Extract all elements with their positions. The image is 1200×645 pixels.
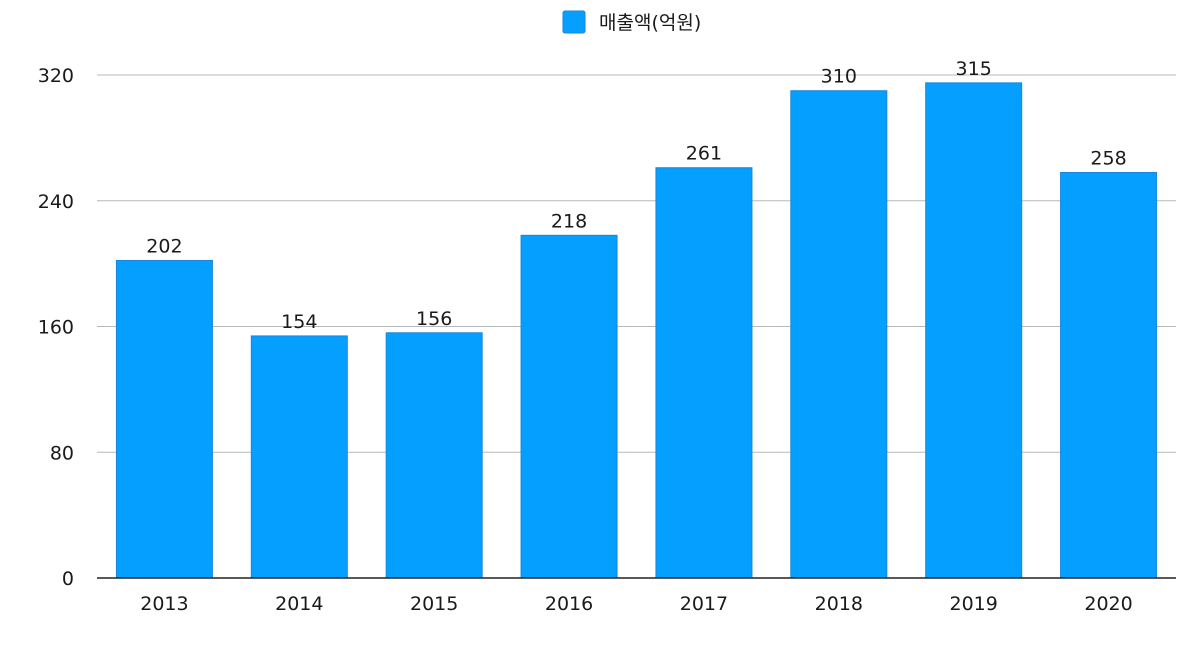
y-axis-ticks: 0 80 160 240 320 bbox=[38, 65, 74, 590]
bar bbox=[1060, 171, 1158, 579]
x-tick-label: 2014 bbox=[275, 593, 323, 615]
bars bbox=[115, 82, 1158, 579]
x-tick-label: 2018 bbox=[815, 593, 863, 615]
bar bbox=[655, 167, 753, 579]
y-tick-label: 0 bbox=[62, 568, 74, 590]
y-tick-label: 160 bbox=[38, 317, 74, 339]
y-tick-label: 240 bbox=[38, 191, 74, 213]
bar bbox=[385, 332, 483, 579]
y-tick-label: 320 bbox=[38, 65, 74, 87]
x-tick-label: 2015 bbox=[410, 593, 458, 615]
data-label: 310 bbox=[821, 66, 857, 88]
x-tick-label: 2020 bbox=[1084, 593, 1132, 615]
x-tick-label: 2013 bbox=[140, 593, 188, 615]
y-tick-label: 80 bbox=[50, 442, 74, 464]
bar bbox=[115, 259, 213, 579]
bar bbox=[250, 335, 348, 579]
legend-swatch bbox=[562, 10, 586, 34]
bar bbox=[520, 234, 618, 579]
x-tick-label: 2017 bbox=[680, 593, 728, 615]
x-tick-label: 2016 bbox=[545, 593, 593, 615]
data-label: 156 bbox=[416, 308, 452, 330]
data-label: 154 bbox=[281, 311, 317, 333]
legend: 매출액(억원) bbox=[562, 10, 701, 34]
data-label: 315 bbox=[956, 58, 992, 80]
data-label: 258 bbox=[1090, 147, 1126, 169]
data-label: 261 bbox=[686, 143, 722, 165]
x-axis-ticks: 2013 2014 2015 2016 2017 2018 2019 2020 bbox=[140, 593, 1132, 615]
data-label: 202 bbox=[146, 235, 182, 257]
x-tick-label: 2019 bbox=[950, 593, 998, 615]
bar bbox=[925, 82, 1023, 579]
data-label: 218 bbox=[551, 210, 587, 232]
data-labels: 202 154 156 218 261 310 315 258 bbox=[146, 58, 1126, 333]
legend-label: 매출액(억원) bbox=[599, 12, 701, 34]
bar bbox=[790, 90, 888, 579]
